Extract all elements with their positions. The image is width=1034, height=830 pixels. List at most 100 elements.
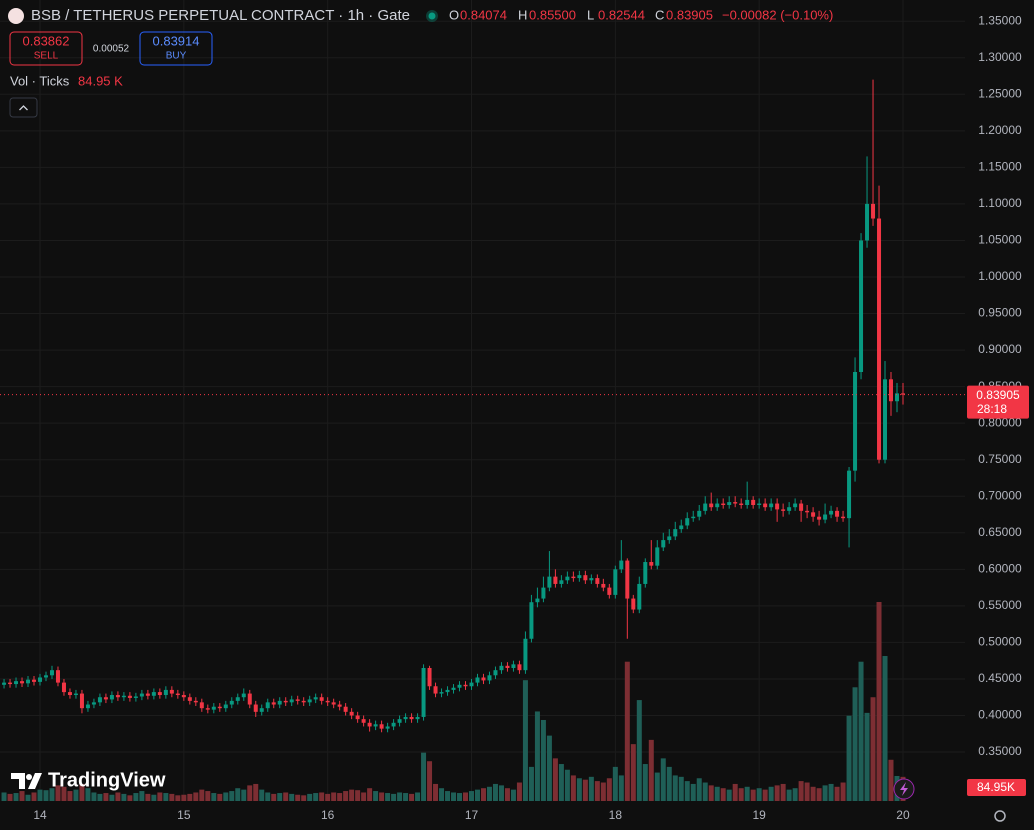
sell-price[interactable]: 0.83862 (23, 33, 70, 48)
candle-body (229, 700, 234, 705)
candle-body (871, 203, 876, 219)
ohlc-legend: O 0.84074 H 0.85500 L 0.82544 C 0.83905 (449, 7, 713, 22)
axes: 0.35000 0.40000 0.45000 0.50000 0.55000 0.600… (0, 13, 1029, 822)
volume-bar (25, 794, 31, 801)
sell-button[interactable] (9, 31, 83, 66)
candle-body (499, 665, 504, 671)
candle-body (739, 503, 744, 506)
grid (0, 0, 965, 801)
volume-bar (163, 793, 169, 801)
x-tick-label: 19 (752, 808, 766, 822)
candle-body (175, 693, 180, 696)
candle-body (673, 529, 678, 537)
volume-bar (187, 793, 193, 801)
candle-body (721, 503, 726, 506)
y-tick-label: 0.65000 (978, 525, 1022, 539)
volume-bar (409, 793, 415, 801)
volume-bar (582, 779, 588, 801)
ohlc-value: 0.84074 (460, 7, 507, 22)
volume-header-value: 84.95 K (78, 73, 123, 88)
volume-bar (768, 786, 774, 801)
volume-bar (798, 781, 804, 801)
buy-price[interactable]: 0.83914 (153, 33, 200, 48)
volume-bar (403, 793, 409, 801)
volume-bar (564, 769, 570, 801)
chart-title[interactable]: BSB / TETHERUS PERPETUAL CONTRACT · 1h ·… (31, 7, 410, 24)
sell-label[interactable]: SELL (34, 51, 59, 62)
volume-bar (61, 786, 67, 801)
volume-bar (732, 783, 738, 801)
volume-bar (139, 791, 145, 801)
logo-dot (26, 774, 32, 780)
volume-bar (774, 785, 780, 801)
volume-bar (49, 788, 55, 801)
candle-body (283, 700, 288, 703)
volume-bar (127, 795, 133, 801)
volume-bar (510, 789, 516, 801)
buy-label[interactable]: BUY (166, 51, 187, 62)
candle-body (20, 681, 25, 684)
volume-bar (810, 786, 816, 801)
volume-bar (331, 792, 337, 801)
candle-body (38, 677, 42, 682)
candle-body (487, 675, 492, 681)
settings-button[interactable] (994, 810, 1006, 822)
candle-body (109, 695, 114, 700)
ohlc-key: H (518, 7, 527, 22)
candle-body (271, 702, 276, 705)
candle-body (583, 575, 588, 581)
y-tick-label: 0.90000 (978, 342, 1022, 356)
bolt-icon (900, 782, 908, 796)
volume-bar (115, 792, 121, 801)
candle-body (601, 583, 606, 588)
y-tick-label: 0.55000 (978, 598, 1022, 612)
volume-bar (690, 783, 696, 801)
spread: 0.00052 (93, 44, 130, 55)
candle-body (475, 677, 480, 683)
volume-bar (486, 786, 492, 801)
candle-body (619, 560, 624, 570)
volume-bar (654, 772, 660, 801)
y-tick-label: 0.40000 (978, 708, 1022, 722)
volume-bar (846, 715, 852, 801)
candle-body (751, 499, 756, 506)
candle-body (337, 704, 342, 707)
candle-body (319, 697, 324, 701)
volume-bar (121, 793, 127, 801)
candle-body (403, 716, 408, 720)
volume-bar (379, 792, 385, 801)
symbol-icon[interactable] (8, 8, 24, 24)
candle-body (349, 711, 354, 716)
buy-button[interactable] (139, 31, 213, 66)
collapse-button[interactable] (9, 97, 38, 118)
volume-bar (630, 744, 636, 801)
volume-title[interactable]: Vol · Ticks (10, 73, 70, 88)
last-price-label: 0.83905 (976, 388, 1020, 402)
volume-pane (1, 602, 906, 801)
candle-body (26, 679, 31, 684)
x-tick-label: 15 (177, 808, 191, 822)
volume-bar (463, 792, 469, 801)
candle-body (265, 702, 270, 709)
candle-body (445, 689, 450, 693)
candle-body (553, 576, 558, 584)
volume-bar (666, 766, 672, 801)
volume-bar (31, 792, 37, 801)
volume-bar (73, 789, 79, 801)
candle-body (589, 578, 594, 581)
candle-body (373, 724, 378, 727)
y-tick-label: 0.75000 (978, 452, 1022, 466)
volume-bar (660, 758, 666, 801)
candle-body (85, 704, 90, 709)
candle-body (313, 697, 318, 700)
candle-body (193, 700, 198, 703)
candle-body (559, 580, 564, 584)
volume-bar (720, 788, 726, 801)
volume-bar (277, 793, 283, 801)
volume-bar (415, 792, 421, 801)
candle-body (595, 578, 600, 584)
candle-body (211, 706, 216, 710)
volume-bar (852, 687, 858, 801)
candle-body (97, 697, 102, 703)
candle-body (427, 667, 432, 687)
